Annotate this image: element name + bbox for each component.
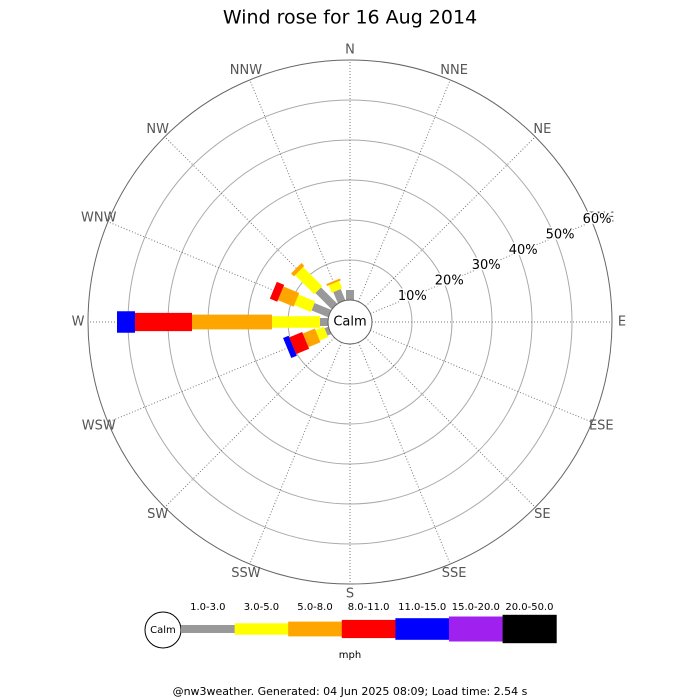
bar-segment xyxy=(315,326,329,341)
direction-label: WSW xyxy=(82,419,116,434)
direction-label: ENE xyxy=(588,210,614,225)
bar-segment xyxy=(277,286,300,307)
bar-segment xyxy=(326,278,341,287)
direction-label: NNE xyxy=(440,63,468,78)
bar-segment xyxy=(295,267,323,295)
legend-swatch xyxy=(395,618,450,640)
footer: @nw3weather. Generated: 04 Jun 2025 08:0… xyxy=(173,685,528,698)
spoke xyxy=(370,221,593,315)
bar-segment xyxy=(333,289,346,304)
direction-label: SSE xyxy=(442,566,467,581)
direction-label: NW xyxy=(146,122,169,137)
unit-label: mph xyxy=(339,650,361,661)
legend-label: 20.0-50.0 xyxy=(505,602,553,613)
bar-segment xyxy=(320,318,328,326)
bar-segment xyxy=(289,331,310,355)
chart-title: Wind rose for 16 Aug 2014 xyxy=(223,7,477,29)
direction-label: SSW xyxy=(231,566,261,581)
calm-label: Calm xyxy=(333,315,366,330)
legend-swatch xyxy=(288,621,343,637)
direction-label: NNW xyxy=(230,63,262,78)
legend-calm-label: Calm xyxy=(150,625,176,636)
direction-label: W xyxy=(72,315,85,330)
grid-ring xyxy=(87,59,613,585)
spoke xyxy=(370,329,593,423)
spoke xyxy=(249,342,343,565)
spoke xyxy=(357,79,451,302)
legend-swatch xyxy=(181,625,236,633)
bar-segment xyxy=(328,281,343,293)
direction-label: S xyxy=(346,587,354,602)
legend-label: 3.0-5.0 xyxy=(244,602,279,613)
legend-label: 11.0-15.0 xyxy=(398,602,446,613)
bar-segment xyxy=(324,326,332,336)
direction-label: N xyxy=(345,43,355,58)
legend-label: 1.0-3.0 xyxy=(190,602,225,613)
r-tick-label: 50% xyxy=(546,228,575,243)
direction-label: NE xyxy=(533,122,551,137)
spoke xyxy=(357,342,451,565)
r-tick-label: 10% xyxy=(398,289,427,304)
bar-segment xyxy=(135,312,192,332)
bar-segment xyxy=(283,335,297,359)
spoke xyxy=(164,337,335,508)
spoke xyxy=(249,79,343,302)
bar-segment xyxy=(117,311,135,333)
r-tick-label: 40% xyxy=(509,243,538,258)
bar-segment xyxy=(302,328,321,348)
r-tick-label: 20% xyxy=(435,273,464,288)
legend-swatch xyxy=(234,623,289,635)
bar-segment xyxy=(291,263,305,277)
direction-label: SE xyxy=(534,507,550,522)
legend-label: 15.0-20.0 xyxy=(452,602,500,613)
direction-label: WNW xyxy=(81,210,117,225)
direction-label: ESE xyxy=(589,419,614,434)
legend-swatch xyxy=(341,619,396,639)
legend-swatch xyxy=(449,616,504,642)
legend-label: 5.0-8.0 xyxy=(297,602,332,613)
bar-segment xyxy=(272,316,320,328)
direction-label: E xyxy=(618,315,626,330)
r-tick-label: 60% xyxy=(583,212,612,227)
bar-segment xyxy=(315,287,338,310)
bar-segment xyxy=(192,314,272,330)
legend-swatch xyxy=(502,614,557,644)
bar-segment xyxy=(311,302,332,318)
r-tick-label: 30% xyxy=(472,258,501,273)
spoke xyxy=(365,136,536,307)
direction-label: SW xyxy=(147,507,168,522)
bar-segment xyxy=(269,281,285,302)
bar-segment xyxy=(294,294,316,312)
spoke xyxy=(365,337,536,508)
bar-segment xyxy=(346,290,354,300)
legend-label: 8.0-11.0 xyxy=(348,602,390,613)
calm-circle xyxy=(327,299,373,345)
